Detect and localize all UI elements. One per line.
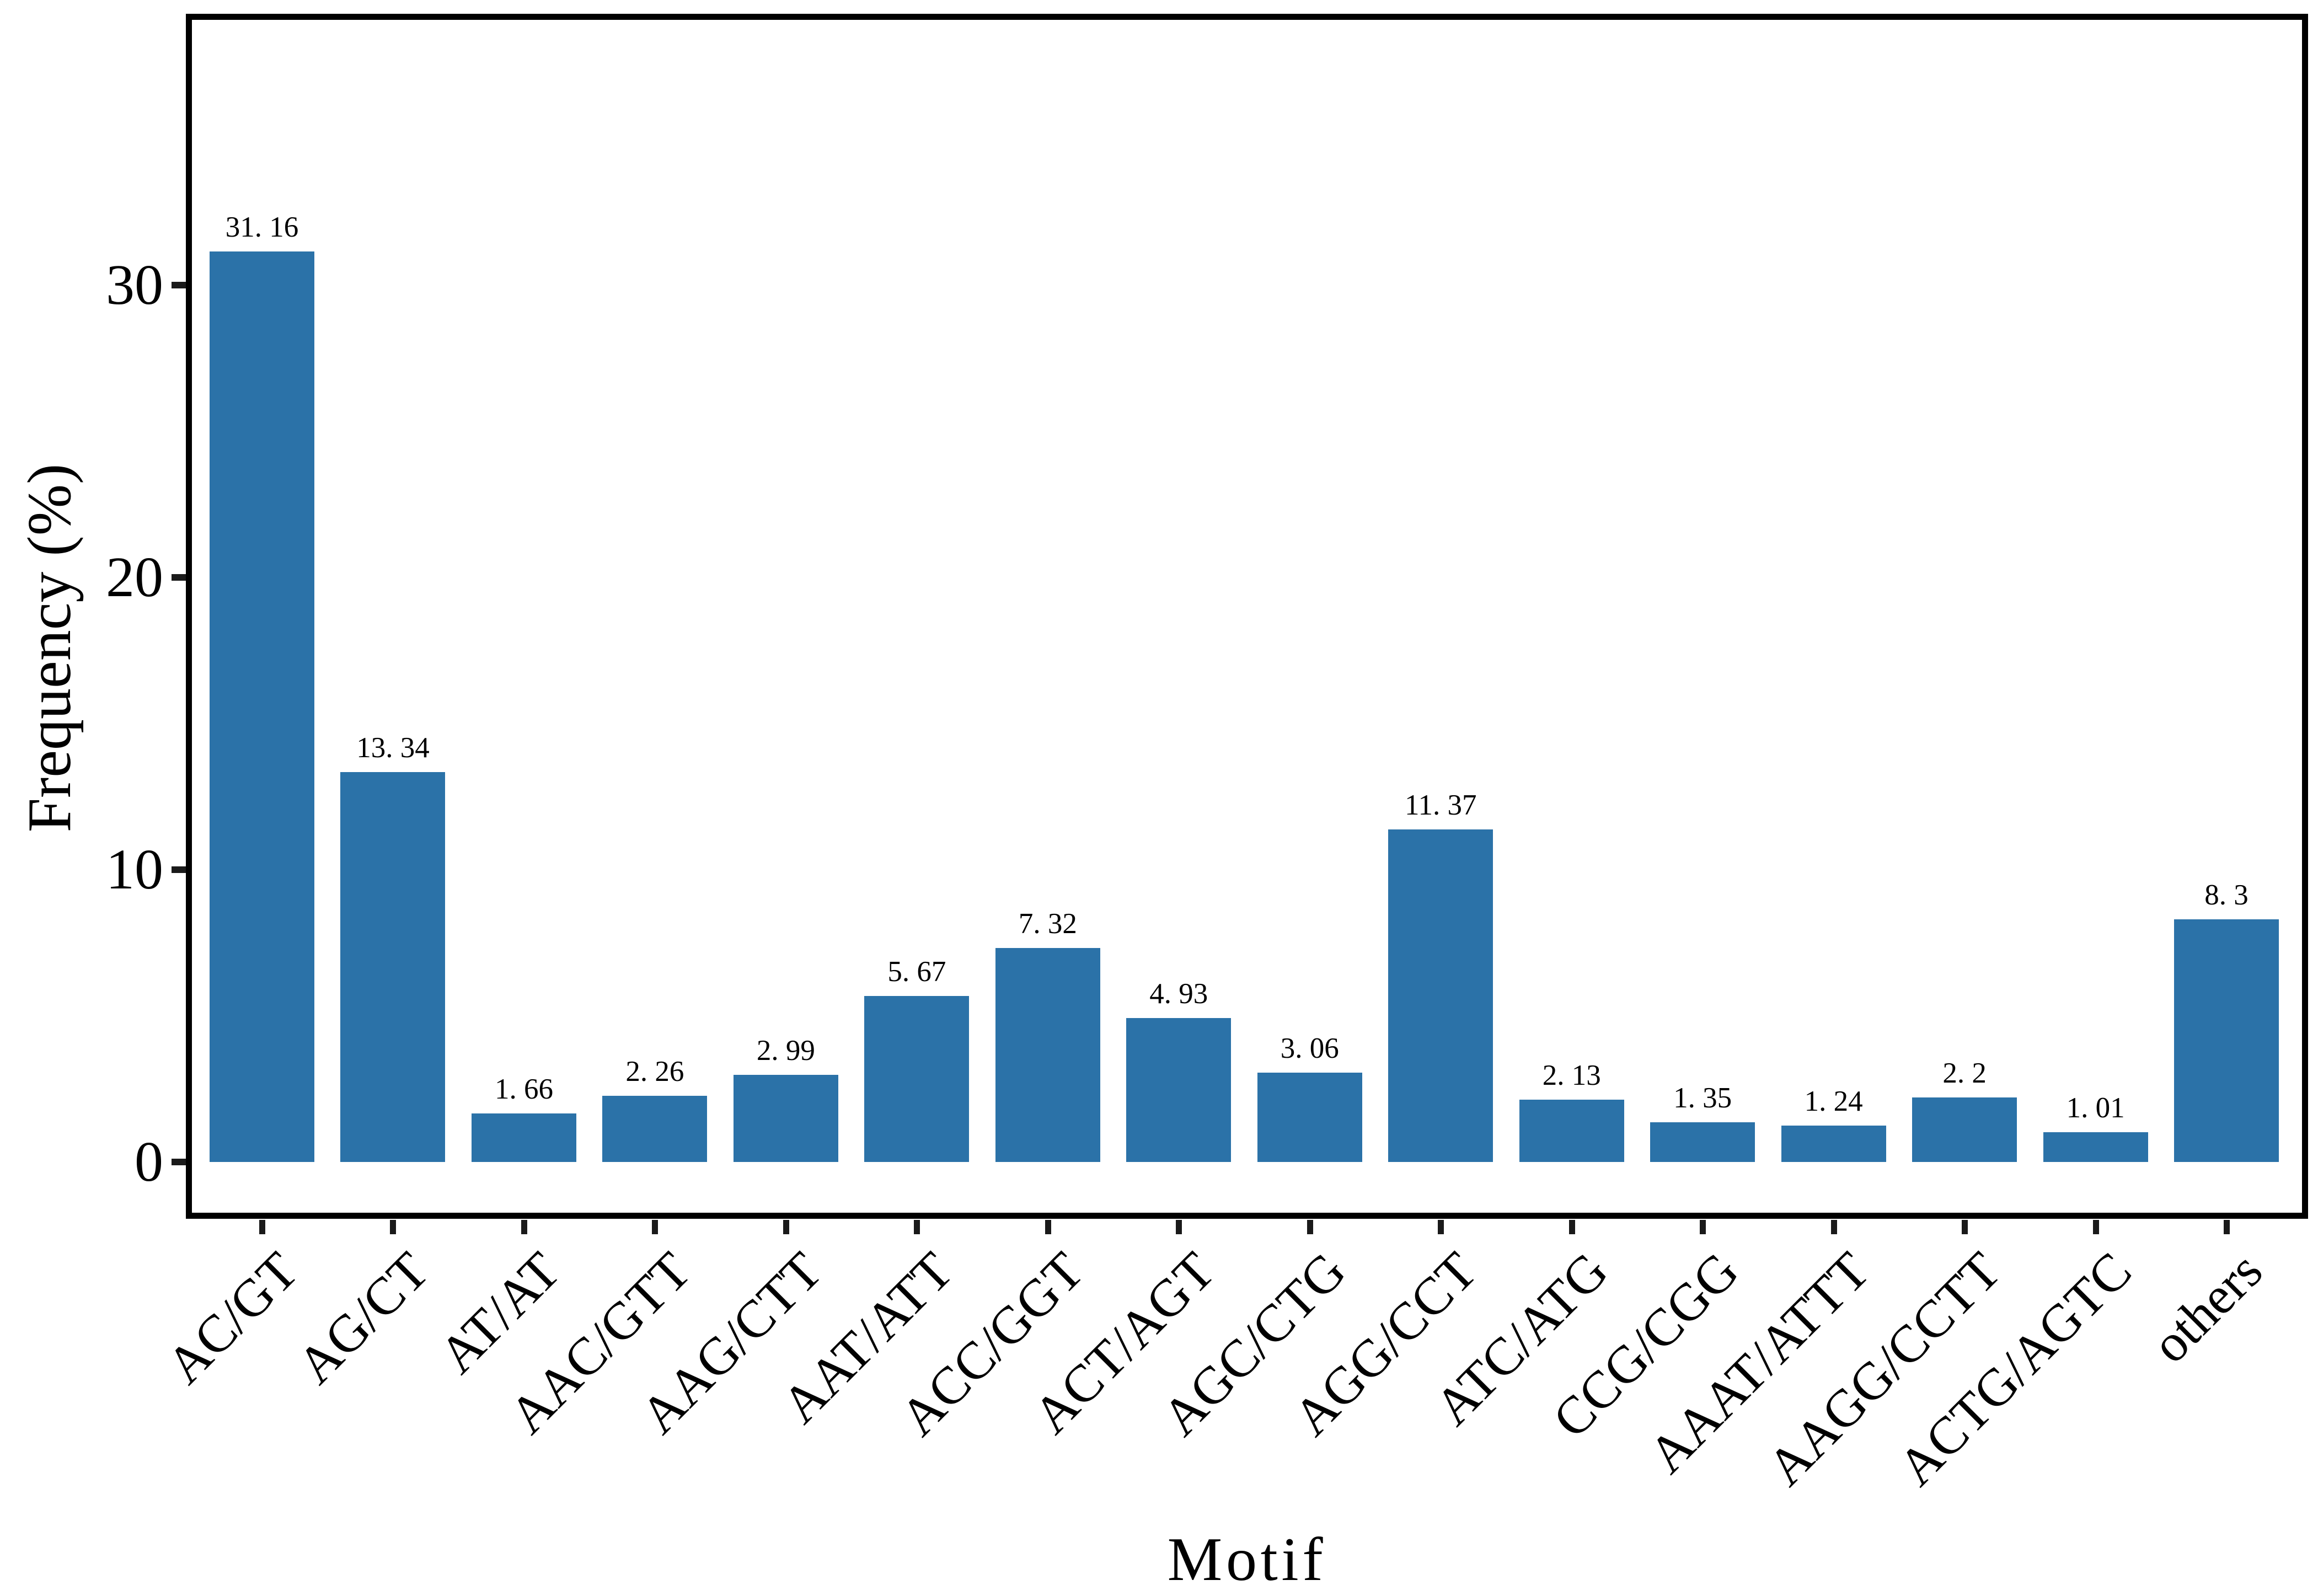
bar bbox=[602, 1096, 708, 1162]
x-tick-label: ACTG/AGTC bbox=[1886, 1240, 2143, 1497]
bar-value-label: 13. 34 bbox=[356, 731, 430, 764]
y-axis-title: Frequency (%) bbox=[15, 463, 84, 833]
bar bbox=[2174, 919, 2279, 1162]
x-tick-label: AG/CT bbox=[286, 1240, 440, 1395]
bar-value-label: 11. 37 bbox=[1404, 789, 1477, 822]
x-tick-label: others bbox=[2140, 1240, 2274, 1374]
y-tick bbox=[172, 574, 186, 581]
x-tick-label: AC/GT bbox=[155, 1240, 309, 1395]
x-tick bbox=[1438, 1220, 1444, 1234]
bar-value-label: 2. 26 bbox=[625, 1056, 684, 1088]
x-tick bbox=[1830, 1220, 1837, 1234]
bar-value-label: 3. 06 bbox=[1280, 1032, 1339, 1064]
x-tick bbox=[1700, 1220, 1706, 1234]
bar-value-label: 31. 16 bbox=[225, 211, 299, 243]
x-tick bbox=[1568, 1220, 1575, 1234]
bar bbox=[1126, 1017, 1232, 1162]
bar bbox=[995, 948, 1100, 1162]
x-tick bbox=[2092, 1220, 2099, 1234]
x-tick bbox=[259, 1220, 265, 1234]
y-tick bbox=[172, 866, 186, 873]
x-tick bbox=[2224, 1220, 2230, 1234]
bar-value-label: 2. 13 bbox=[1542, 1059, 1601, 1092]
x-tick bbox=[914, 1220, 920, 1234]
bar-value-label: 8. 3 bbox=[2204, 879, 2249, 912]
x-tick bbox=[1045, 1220, 1051, 1234]
bar-value-label: 4. 93 bbox=[1149, 977, 1208, 1010]
bar-value-label: 1. 35 bbox=[1673, 1082, 1732, 1115]
y-tick-label: 10 bbox=[106, 838, 163, 901]
bar-value-label: 1. 66 bbox=[494, 1073, 553, 1106]
bar bbox=[471, 1113, 576, 1162]
bar bbox=[1388, 829, 1493, 1162]
bar-value-label: 2. 99 bbox=[756, 1034, 815, 1067]
y-tick-label: 0 bbox=[135, 1130, 163, 1193]
x-tick bbox=[521, 1220, 527, 1234]
bar-value-label: 7. 32 bbox=[1018, 908, 1077, 940]
y-tick-label: 20 bbox=[106, 545, 163, 609]
bar bbox=[1650, 1122, 1755, 1162]
bar bbox=[1781, 1126, 1886, 1162]
bar-value-label: 1. 01 bbox=[2066, 1092, 2125, 1124]
bar bbox=[1519, 1100, 1624, 1162]
x-tick bbox=[783, 1220, 789, 1234]
bar-value-label: 1. 24 bbox=[1804, 1085, 1863, 1118]
bar bbox=[1257, 1072, 1362, 1162]
x-axis-title: Motif bbox=[1167, 1525, 1327, 1594]
x-tick bbox=[390, 1220, 397, 1234]
bar bbox=[864, 996, 970, 1162]
x-tick bbox=[652, 1220, 659, 1234]
bar bbox=[1912, 1097, 2017, 1162]
bar bbox=[733, 1074, 838, 1162]
bar bbox=[210, 251, 314, 1162]
bar-value-label: 5. 67 bbox=[887, 956, 946, 988]
x-tick bbox=[1962, 1220, 1968, 1234]
x-tick bbox=[1176, 1220, 1182, 1234]
bar-value-label: 2. 2 bbox=[1942, 1057, 1987, 1090]
y-tick-label: 30 bbox=[106, 253, 163, 317]
bar bbox=[340, 772, 446, 1162]
x-tick bbox=[1307, 1220, 1313, 1234]
plot-frame bbox=[186, 14, 2308, 1219]
y-tick bbox=[172, 282, 186, 288]
bar bbox=[2043, 1132, 2148, 1162]
y-tick bbox=[172, 1159, 186, 1165]
